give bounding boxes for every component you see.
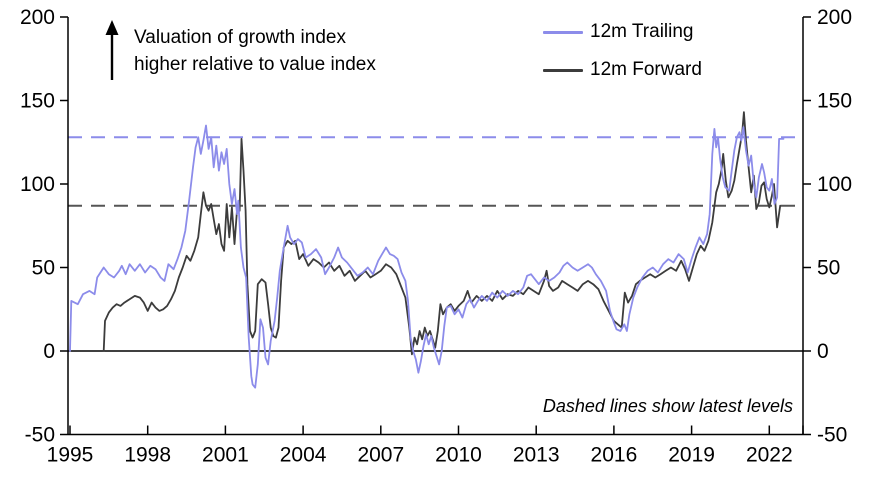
x-axis-label: 2001 bbox=[202, 444, 249, 467]
y-axis-label-right: 50 bbox=[817, 257, 840, 280]
y-axis-label-left: -50 bbox=[25, 424, 55, 447]
series-line-12m-forward bbox=[102, 111, 782, 356]
annotation-line-1: Valuation of growth index bbox=[134, 27, 346, 48]
y-axis-label-right: 150 bbox=[817, 90, 852, 113]
legend-item-forward: 12m Forward bbox=[543, 59, 702, 81]
legend-label-trailing: 12m Trailing bbox=[590, 21, 694, 42]
x-axis-label: 2010 bbox=[435, 444, 482, 467]
y-axis-label-right: 0 bbox=[817, 340, 829, 363]
y-axis-label-left: 50 bbox=[32, 257, 55, 280]
x-axis-label: 2022 bbox=[746, 444, 793, 467]
y-axis-label-left: 200 bbox=[20, 6, 55, 29]
x-axis-label: 2007 bbox=[357, 444, 404, 467]
x-axis-label: 2013 bbox=[513, 444, 560, 467]
chart-annotation: Valuation of growth index higher relativ… bbox=[134, 24, 376, 78]
legend-item-trailing: 12m Trailing bbox=[543, 21, 694, 43]
x-axis-label: 1995 bbox=[47, 444, 94, 467]
y-axis-label-left: 100 bbox=[20, 173, 55, 196]
up-arrow-icon bbox=[105, 20, 119, 80]
x-axis-label: 1998 bbox=[124, 444, 171, 467]
x-axis-label: 2019 bbox=[668, 444, 715, 467]
trailing-line-swatch bbox=[543, 30, 583, 34]
y-axis-label-right: -50 bbox=[817, 424, 847, 447]
y-axis-label-left: 150 bbox=[20, 90, 55, 113]
series-line-12m-trailing bbox=[69, 124, 785, 389]
x-axis-label: 2004 bbox=[280, 444, 327, 467]
forward-line-swatch bbox=[543, 68, 583, 72]
footnote: Dashed lines show latest levels bbox=[542, 396, 793, 416]
annotation-line-2: higher relative to value index bbox=[134, 54, 376, 75]
x-axis-label: 2016 bbox=[591, 444, 638, 467]
y-axis-label-right: 100 bbox=[817, 173, 852, 196]
y-axis-label-right: 200 bbox=[817, 6, 852, 29]
y-axis-label-left: 0 bbox=[43, 340, 55, 363]
legend-label-forward: 12m Forward bbox=[590, 59, 702, 80]
